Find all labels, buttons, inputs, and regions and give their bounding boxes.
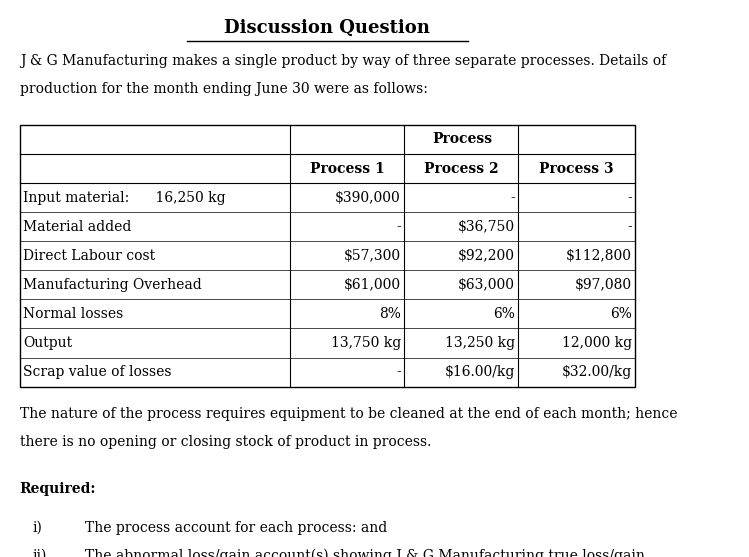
- Text: $63,000: $63,000: [458, 278, 515, 292]
- Text: 6%: 6%: [610, 307, 631, 321]
- Text: Scrap value of losses: Scrap value of losses: [23, 365, 172, 379]
- Text: The process account for each process: and: The process account for each process: an…: [85, 521, 387, 535]
- Text: $36,750: $36,750: [458, 219, 515, 234]
- Text: $97,080: $97,080: [574, 278, 631, 292]
- Text: 13,250 kg: 13,250 kg: [445, 336, 515, 350]
- Text: $92,200: $92,200: [458, 249, 515, 263]
- Text: 8%: 8%: [379, 307, 401, 321]
- Text: there is no opening or closing stock of product in process.: there is no opening or closing stock of …: [19, 435, 431, 449]
- Text: Manufacturing Overhead: Manufacturing Overhead: [23, 278, 201, 292]
- Text: The abnormal loss/gain account(s) showing J & G Manufacturing true loss/gain.: The abnormal loss/gain account(s) showin…: [85, 549, 649, 557]
- Text: -: -: [396, 219, 401, 234]
- Text: Process 1: Process 1: [310, 162, 385, 175]
- Text: i): i): [33, 521, 43, 535]
- Text: Process: Process: [433, 133, 493, 146]
- Text: 12,000 kg: 12,000 kg: [562, 336, 631, 350]
- Text: Output: Output: [23, 336, 72, 350]
- Text: J & G Manufacturing makes a single product by way of three separate processes. D: J & G Manufacturing makes a single produ…: [19, 53, 666, 67]
- Text: Material added: Material added: [23, 219, 131, 234]
- Text: -: -: [627, 219, 631, 234]
- Text: Direct Labour cost: Direct Labour cost: [23, 249, 155, 263]
- Text: 6%: 6%: [493, 307, 515, 321]
- Text: Discussion Question: Discussion Question: [225, 19, 430, 37]
- Text: $112,800: $112,800: [565, 249, 631, 263]
- Text: Input material:      16,250 kg: Input material: 16,250 kg: [23, 190, 225, 204]
- Text: $57,300: $57,300: [344, 249, 401, 263]
- Text: -: -: [510, 190, 515, 204]
- Text: production for the month ending June 30 were as follows:: production for the month ending June 30 …: [19, 82, 428, 96]
- Text: $61,000: $61,000: [344, 278, 401, 292]
- Text: -: -: [396, 365, 401, 379]
- Text: -: -: [627, 190, 631, 204]
- Text: Process 3: Process 3: [539, 162, 613, 175]
- Text: The nature of the process requires equipment to be cleaned at the end of each mo: The nature of the process requires equip…: [19, 407, 677, 421]
- Text: $390,000: $390,000: [335, 190, 401, 204]
- Text: 13,750 kg: 13,750 kg: [330, 336, 401, 350]
- Text: ii): ii): [33, 549, 47, 557]
- Text: $16.00/kg: $16.00/kg: [444, 365, 515, 379]
- Text: Required:: Required:: [19, 482, 96, 496]
- Text: $32.00/kg: $32.00/kg: [562, 365, 631, 379]
- Text: Process 2: Process 2: [424, 162, 498, 175]
- Bar: [19, 125, 635, 387]
- Text: Normal losses: Normal losses: [23, 307, 123, 321]
